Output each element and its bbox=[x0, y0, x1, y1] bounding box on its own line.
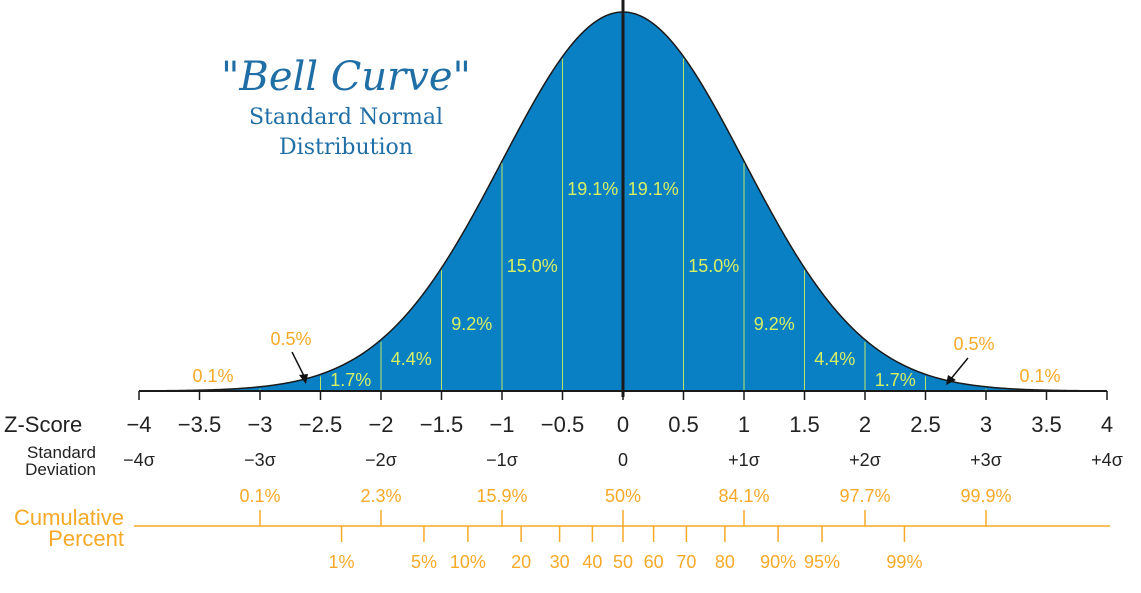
zscore-tick-label: 3 bbox=[980, 412, 992, 437]
zscore-tick-label: 3.5 bbox=[1031, 412, 1062, 437]
tail-arrowhead-left bbox=[299, 374, 308, 384]
cumulative-lower-label: 10% bbox=[450, 552, 486, 572]
segment-percent-label: 15.0% bbox=[507, 256, 558, 276]
stddev-tick-label: −4σ bbox=[123, 450, 155, 470]
cumulative-upper-label: 15.9% bbox=[476, 486, 527, 506]
stddev-tick-label: +2σ bbox=[849, 450, 881, 470]
cumulative-axis-label-1: Cumulative bbox=[14, 505, 124, 530]
cumulative-lower-label: 80 bbox=[715, 552, 735, 572]
stddev-axis-label-1: Standard bbox=[27, 443, 96, 462]
zscore-tick-label: 2.5 bbox=[910, 412, 941, 437]
segment-percent-label: 1.7% bbox=[875, 370, 916, 390]
cumulative-upper-label: 2.3% bbox=[360, 486, 401, 506]
chart-subtitle-line1: Standard Normal bbox=[249, 105, 443, 130]
tail-percent-label: 0.1% bbox=[192, 366, 233, 386]
zscore-tick-label: −3.5 bbox=[178, 412, 221, 437]
chart-subtitle-line2: Distribution bbox=[279, 135, 413, 160]
cumulative-upper-label: 84.1% bbox=[718, 486, 769, 506]
zscore-tick-label: 1 bbox=[738, 412, 750, 437]
cumulative-lower-label: 99% bbox=[886, 552, 922, 572]
segment-percent-label: 4.4% bbox=[391, 349, 432, 369]
stddev-tick-label: +4σ bbox=[1091, 450, 1123, 470]
cumulative-lower-label: 70 bbox=[676, 552, 696, 572]
stddev-tick-label: +1σ bbox=[728, 450, 760, 470]
segment-percent-label: 15.0% bbox=[688, 256, 739, 276]
stddev-axis-label-2: Deviation bbox=[25, 460, 96, 479]
stddev-tick-label: +3σ bbox=[970, 450, 1002, 470]
cumulative-lower-label: 5% bbox=[411, 552, 437, 572]
zscore-tick-label: −4 bbox=[126, 412, 151, 437]
zscore-tick-label: −1 bbox=[489, 412, 514, 437]
curve-layer: 19.1% 19.1% 15.0% 15.0% 9.2% 9.2% 4.4% 4.4% 1.7%… bbox=[138, 0, 1108, 397]
segment-percent-label: 9.2% bbox=[451, 314, 492, 334]
zscore-tick-label: 0.5 bbox=[668, 412, 699, 437]
cumulative-lower-label: 50 bbox=[613, 552, 633, 572]
segment-percent-label: 19.1% bbox=[567, 179, 618, 199]
segment-percent-label: 1.7% bbox=[330, 370, 371, 390]
title-block: "Bell Curve" Standard Normal Distributio… bbox=[221, 54, 471, 160]
zscore-tick-label: 4 bbox=[1101, 412, 1113, 437]
cumulative-upper-label: 0.1% bbox=[239, 486, 280, 506]
segment-percent-label: 19.1% bbox=[628, 179, 679, 199]
zscore-tick-label: −3 bbox=[247, 412, 272, 437]
segment-percent-label: 9.2% bbox=[754, 314, 795, 334]
stddev-tick-label: 0 bbox=[618, 450, 628, 470]
cumulative-lower-label: 60 bbox=[644, 552, 664, 572]
cumulative-upper-label: 99.9% bbox=[960, 486, 1011, 506]
tail-arrowhead-right bbox=[946, 375, 956, 385]
zscore-axis-label: Z-Score bbox=[4, 412, 82, 437]
cumulative-lower-label: 1% bbox=[329, 552, 355, 572]
stddev-tick-label: −2σ bbox=[365, 450, 397, 470]
tail-percent-label: 0.5% bbox=[270, 329, 311, 349]
segment-percent-label: 4.4% bbox=[814, 349, 855, 369]
zscore-tick-label: 1.5 bbox=[789, 412, 820, 437]
cumulative-upper-label: 97.7% bbox=[839, 486, 890, 506]
stddev-tick-label: −1σ bbox=[486, 450, 518, 470]
zscore-tick-label: 0 bbox=[617, 412, 629, 437]
tail-percent-label: 0.5% bbox=[953, 334, 994, 354]
stddev-tick-label: −3σ bbox=[244, 450, 276, 470]
axis-layer: Z-Score Standard Deviation Cumulative Pe… bbox=[4, 390, 1123, 572]
cumulative-lower-label: 90% bbox=[760, 552, 796, 572]
cumulative-lower-label: 95% bbox=[804, 552, 840, 572]
cumulative-lower-label: 20 bbox=[511, 552, 531, 572]
zscore-tick-label: 2 bbox=[859, 412, 871, 437]
cumulative-axis-label-2: Percent bbox=[48, 526, 124, 551]
cumulative-upper-label: 50% bbox=[605, 486, 641, 506]
cumulative-lower-label: 30 bbox=[550, 552, 570, 572]
chart-title: "Bell Curve" bbox=[221, 54, 471, 100]
tail-arrow-right bbox=[949, 357, 969, 381]
tail-percent-label: 0.1% bbox=[1019, 366, 1060, 386]
zscore-tick-label: −0.5 bbox=[541, 412, 584, 437]
zscore-tick-label: −1.5 bbox=[420, 412, 463, 437]
cumulative-lower-label: 40 bbox=[582, 552, 602, 572]
zscore-tick-label: −2 bbox=[368, 412, 393, 437]
zscore-tick-label: −2.5 bbox=[299, 412, 342, 437]
